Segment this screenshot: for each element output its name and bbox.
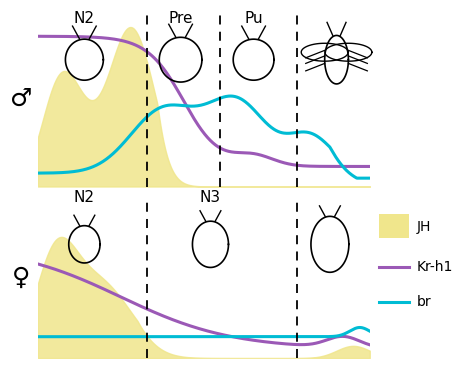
Text: N3: N3 <box>200 190 221 205</box>
Text: br: br <box>416 295 431 309</box>
Text: ♀: ♀ <box>12 266 30 290</box>
FancyBboxPatch shape <box>379 214 410 238</box>
Text: Pu: Pu <box>244 11 263 26</box>
Text: JH: JH <box>416 220 431 233</box>
Text: N2: N2 <box>74 190 95 205</box>
Text: Kr-h1: Kr-h1 <box>416 260 453 274</box>
Text: N2: N2 <box>74 11 95 26</box>
Text: Pre: Pre <box>168 11 193 26</box>
Text: ♂: ♂ <box>10 87 33 111</box>
